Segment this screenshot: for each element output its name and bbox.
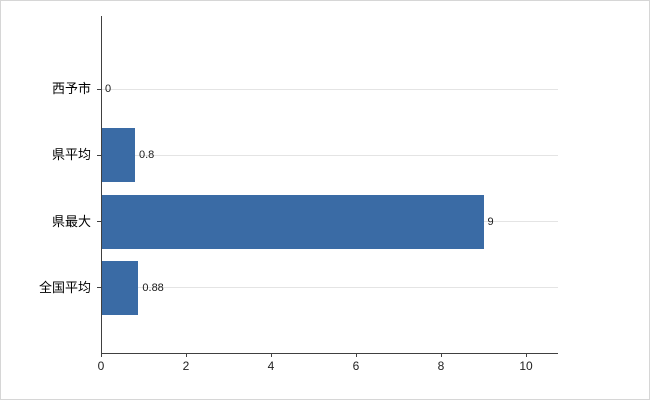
y-axis-label: 県平均 bbox=[51, 147, 91, 163]
bar-value-label: 9 bbox=[487, 215, 494, 228]
y-tick-mark bbox=[97, 88, 101, 90]
bar-value-label: 0 bbox=[105, 83, 112, 95]
plot-area: 0 0.8 9 0.88 bbox=[101, 16, 558, 353]
y-axis bbox=[101, 16, 102, 354]
category-gridline bbox=[101, 154, 558, 156]
x-axis-tick-label: 0 bbox=[97, 359, 105, 373]
x-tick-mark bbox=[270, 353, 272, 357]
x-axis-tick-label: 2 bbox=[182, 359, 190, 373]
x-axis-tick-label: 6 bbox=[352, 359, 360, 373]
x-axis bbox=[101, 353, 558, 354]
bar-全国平均 bbox=[101, 260, 139, 315]
category-gridline bbox=[101, 287, 558, 289]
x-axis-tick-label: 4 bbox=[267, 359, 275, 373]
y-axis-label: 西予市 bbox=[51, 81, 91, 96]
bar-value-label: 0.8 bbox=[139, 149, 155, 162]
y-tick-mark bbox=[97, 287, 101, 289]
x-tick-mark bbox=[525, 353, 527, 357]
x-tick-mark bbox=[100, 353, 102, 357]
bar-県最大 bbox=[101, 194, 484, 249]
x-tick-mark bbox=[185, 353, 187, 357]
x-tick-mark bbox=[440, 353, 442, 357]
category-gridline bbox=[101, 88, 558, 90]
bar-県平均 bbox=[101, 128, 135, 183]
y-axis-label: 県最大 bbox=[51, 213, 91, 229]
x-tick-mark bbox=[355, 353, 357, 357]
y-tick-mark bbox=[97, 154, 101, 156]
x-axis-tick-label: 10 bbox=[519, 359, 533, 373]
bar-value-label: 0.88 bbox=[142, 281, 164, 294]
x-axis-tick-label: 8 bbox=[437, 359, 445, 373]
y-tick-mark bbox=[97, 221, 101, 223]
y-axis-label: 全国平均 bbox=[38, 279, 91, 295]
